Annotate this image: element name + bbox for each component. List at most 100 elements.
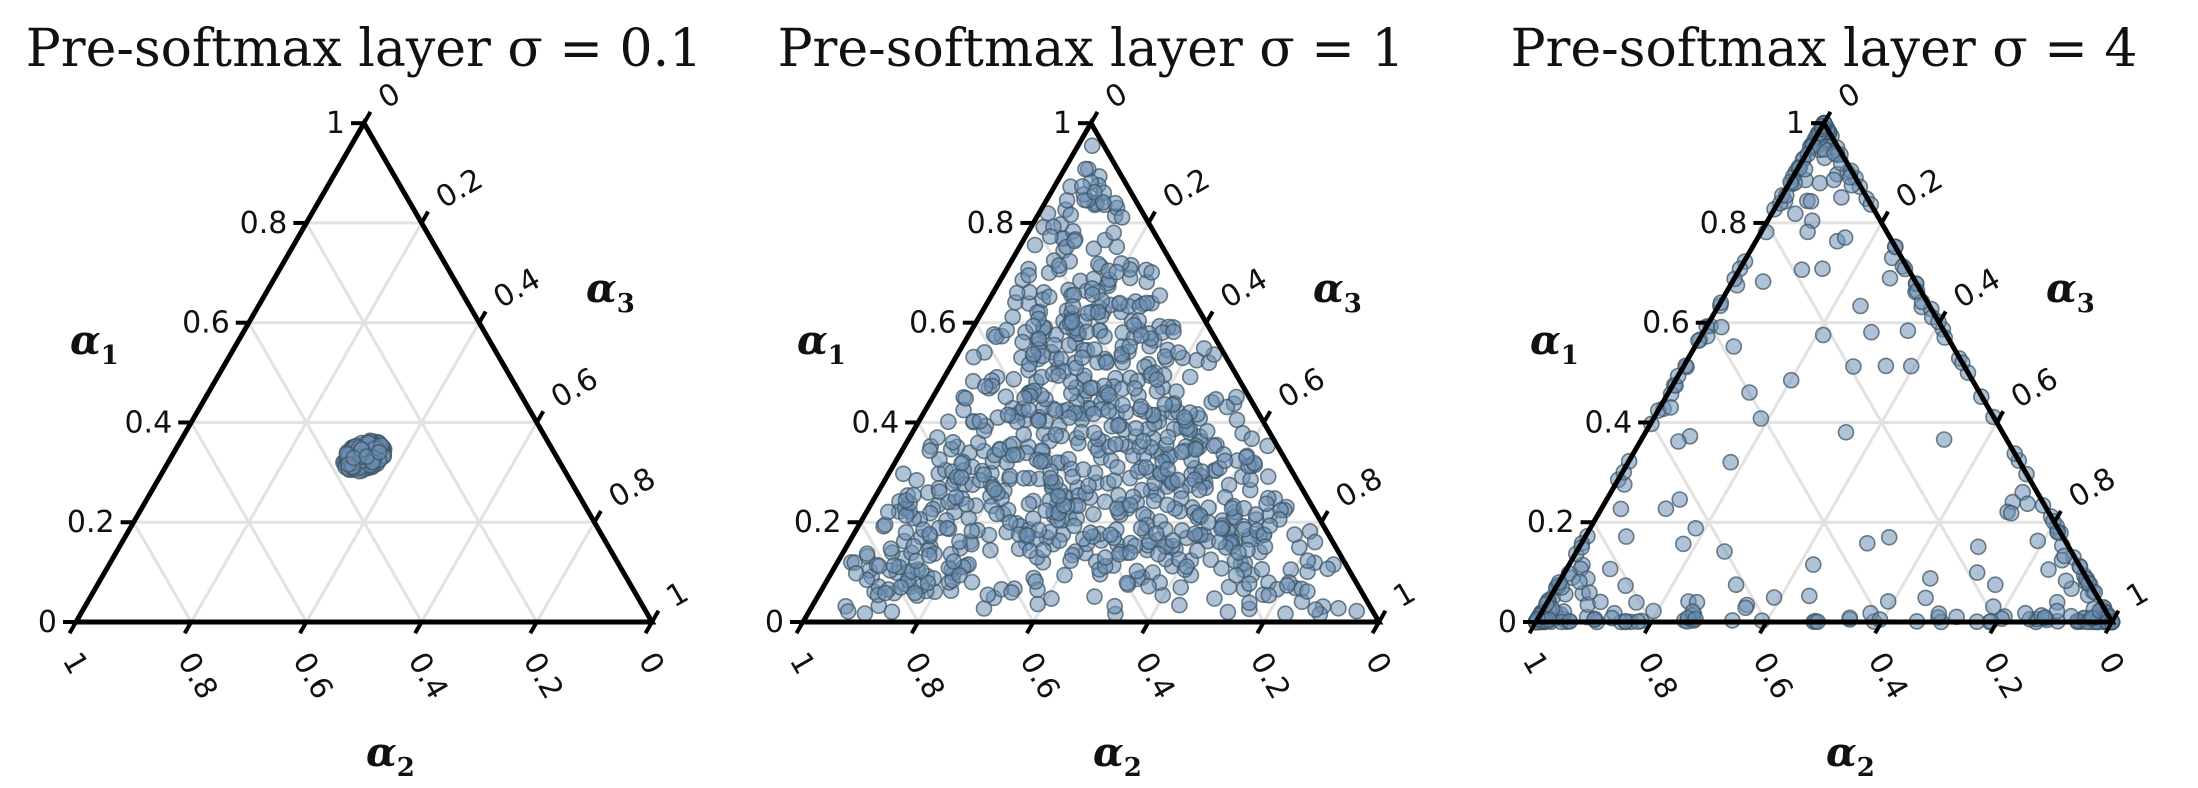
data-point (1165, 323, 1182, 341)
data-point (905, 537, 923, 555)
alpha3-tick-label: 0.4 (488, 261, 547, 315)
data-point (1138, 294, 1156, 312)
grid-line (535, 521, 596, 623)
data-point (1026, 236, 1044, 254)
alpha3-tick-label: 0 (373, 76, 407, 116)
data-point (1187, 441, 1205, 458)
alpha2-tick-label: 1 (782, 647, 822, 681)
alpha3-axis-label: α3 (1313, 265, 1362, 319)
data-point (1171, 596, 1188, 614)
points (335, 432, 393, 480)
data-point (1159, 460, 1176, 478)
tick-mark (1255, 620, 1266, 635)
data-point (1657, 500, 1675, 518)
alpha3-tick-label: 0.6 (2005, 361, 2064, 415)
data-point (944, 433, 962, 451)
data-point (1159, 428, 1177, 446)
data-point (1106, 597, 1123, 615)
data-point (1100, 386, 1117, 404)
data-point (1135, 432, 1152, 450)
tick-mark (1873, 620, 1884, 635)
tick-mark (2103, 620, 2114, 635)
data-point (1227, 566, 1245, 584)
alpha2-tick-label: 0.6 (285, 647, 339, 706)
alpha1-tick-label: 0.4 (124, 405, 172, 440)
data-point (1114, 396, 1131, 414)
data-point (1077, 160, 1094, 178)
data-point (1793, 261, 1811, 279)
data-point (1063, 313, 1081, 331)
data-point (1837, 423, 1855, 441)
alpha2-tick-label: 0.2 (1243, 647, 1297, 706)
alpha3-tick-label: 0 (1833, 76, 1867, 116)
alpha3-tick-label: 0.6 (545, 361, 604, 415)
tick-mark (2052, 509, 2063, 524)
data-point (1670, 433, 1687, 450)
grid-line (420, 421, 539, 623)
data-point (1109, 458, 1126, 476)
data-point (1086, 341, 1103, 358)
data-point (1852, 297, 1869, 315)
data-point (1671, 491, 1688, 508)
data-point (1042, 469, 1059, 487)
data-point (1156, 348, 1174, 365)
tick-mark (298, 620, 309, 635)
data-point (1147, 525, 1165, 542)
data-point (1024, 345, 1042, 363)
data-point (1035, 541, 1052, 559)
data-point (1206, 590, 1223, 607)
data-point (1985, 598, 2002, 615)
alpha2-tick-label: 0.8 (1630, 647, 1684, 706)
data-point (1030, 412, 1047, 429)
data-point (938, 519, 956, 537)
points (837, 137, 1365, 623)
data-point (1235, 499, 1253, 517)
data-point (1319, 560, 1336, 578)
data-point (1164, 532, 1182, 549)
data-point (2040, 561, 2057, 578)
data-point (1186, 525, 1204, 543)
alpha2-tick-label: 0.8 (897, 647, 951, 706)
data-point (906, 584, 924, 602)
data-point (1253, 560, 1271, 578)
data-point (1121, 544, 1139, 561)
triangle-frame (798, 118, 1384, 625)
data-point (1727, 576, 1745, 594)
alpha3-tick-label: 0.2 (430, 162, 489, 216)
alpha1-axis-label: α1 (797, 317, 846, 371)
alpha1-tick-label: 0.8 (1700, 206, 1748, 241)
data-point (1930, 605, 1948, 622)
data-point (1058, 192, 1076, 209)
data-point (1032, 453, 1049, 471)
data-point (975, 466, 993, 483)
data-point (999, 406, 1017, 424)
data-point (1043, 590, 1060, 607)
data-point (2057, 572, 2075, 590)
ternary-panel-3: Pre-softmax layer σ = 40010.20.20.80.40.… (1498, 19, 2155, 783)
data-point (1825, 171, 1843, 189)
data-point (1200, 514, 1217, 531)
tick-mark (1204, 310, 1215, 324)
alpha3-tick-label: 1 (2121, 575, 2155, 615)
data-point (1066, 232, 1083, 250)
data-point (1814, 326, 1832, 344)
data-point (1306, 533, 1324, 551)
data-point (839, 603, 857, 620)
data-point (1008, 284, 1026, 302)
tick-mark (1995, 410, 2006, 424)
data-point (1601, 560, 1619, 578)
alpha2-axis-label: α2 (1093, 729, 1142, 783)
data-point (1195, 340, 1213, 357)
alpha2-tick-label: 0 (2091, 647, 2131, 681)
data-point (1307, 601, 1324, 618)
alpha3-tick-label: 1 (1388, 575, 1422, 615)
data-point (1765, 589, 1783, 606)
data-point (1096, 328, 1113, 345)
tick-mark (1262, 410, 1273, 424)
data-point (882, 540, 900, 558)
alpha1-tick-label: 1 (1053, 106, 1072, 141)
tick-mark (1370, 620, 1381, 635)
triangle-frame (1531, 118, 2117, 625)
data-point (1662, 399, 1679, 416)
alpha1-tick-label: 0.4 (1584, 405, 1632, 440)
